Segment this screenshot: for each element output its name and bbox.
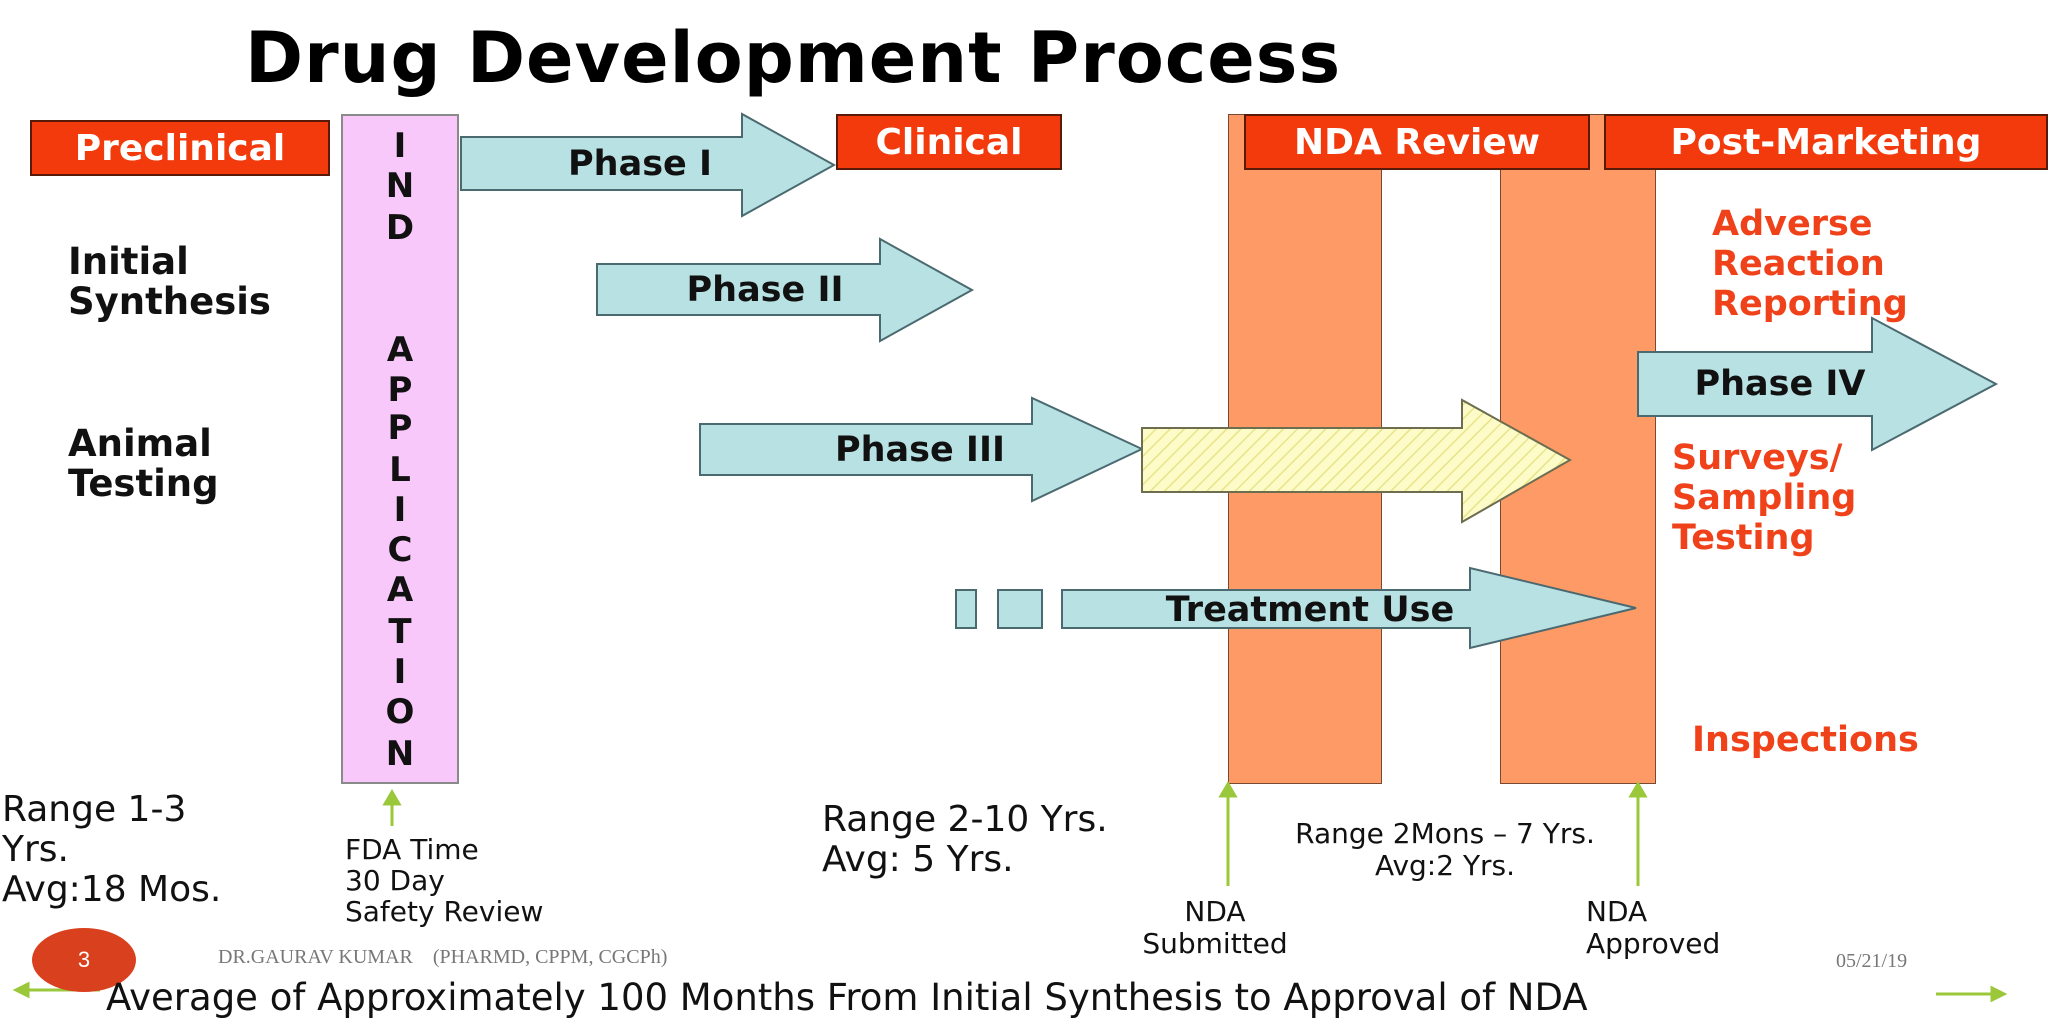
ind-letter: I <box>393 126 407 166</box>
ind-letter: C <box>387 530 413 570</box>
summary-footer: Average of Approximately 100 Months From… <box>106 976 1588 1019</box>
inspections-label: Inspections <box>1692 720 1919 760</box>
nda-submitted-label: NDA Submitted <box>1142 895 1288 960</box>
slide-date: 05/21/19 <box>1836 950 1908 972</box>
fda-time-note: FDA Time 30 Day Safety Review <box>345 833 544 928</box>
nda-range: Range 2Mons – 7 Yrs. Avg:2 Yrs. <box>1295 817 1595 882</box>
ind-letter: N <box>385 734 415 774</box>
ind-letter: N <box>385 166 415 206</box>
page-number: 3 <box>77 947 91 972</box>
ind-letter: D <box>385 208 415 248</box>
preclinical-range: Range 1-3 Yrs. Avg:18 Mos. <box>2 789 222 910</box>
green-up-arrow-icon <box>1628 781 1648 886</box>
animal-testing-label: Animal Testing <box>68 422 219 505</box>
ind-letter: A <box>386 570 414 610</box>
treatment-use-label: Treatment Use <box>1165 590 1455 630</box>
circle-badge-icon: 3 <box>32 928 136 992</box>
surveys-sampling-label: Surveys/ Sampling Testing <box>1672 438 1857 558</box>
ind-letter: P <box>387 408 413 448</box>
phase-2-arrow <box>596 237 975 343</box>
ind-letter: I <box>393 490 407 530</box>
header-nda-review: NDA Review <box>1244 114 1590 170</box>
ind-letter: P <box>387 370 413 410</box>
phase-1-arrow <box>460 112 837 218</box>
phase-3-extension-arrow <box>1141 398 1573 524</box>
ind-letter: T <box>388 612 412 652</box>
ind-letter: A <box>386 330 414 370</box>
phase-3-arrow <box>699 396 1145 503</box>
phase-4-arrow <box>1637 316 1999 452</box>
initial-synthesis-label: Initial Synthesis <box>68 240 271 323</box>
phase-2-label: Phase II <box>686 270 844 310</box>
footer-right-arrow-icon <box>1936 985 2008 1003</box>
treatment-dash-2 <box>997 589 1043 629</box>
phase-3-label: Phase III <box>834 430 1005 470</box>
ind-letter: O <box>385 692 415 732</box>
page-title: Drug Development Process <box>245 17 1342 99</box>
header-post-marketing: Post-Marketing <box>1604 114 2048 170</box>
green-up-arrow-icon <box>382 789 402 826</box>
treatment-use-arrow <box>1061 566 1637 650</box>
header-clinical: Clinical <box>836 114 1062 170</box>
ind-letter: I <box>393 652 407 692</box>
treatment-dash-1 <box>955 589 977 629</box>
phase-4-label: Phase IV <box>1694 364 1866 404</box>
green-up-arrow-icon <box>1218 781 1238 886</box>
ind-application-bar <box>341 114 459 784</box>
author-credit: DR.GAURAV KUMAR (PHARMD, CPPM, CGCPh) <box>218 946 668 968</box>
clinical-range: Range 2-10 Yrs. Avg: 5 Yrs. <box>822 799 1108 880</box>
nda-approved-label: NDA Approved <box>1586 895 1721 960</box>
ind-letter: L <box>389 450 411 490</box>
phase-1-label: Phase I <box>568 144 712 184</box>
header-preclinical: Preclinical <box>30 120 330 176</box>
adverse-reaction-label: Adverse Reaction Reporting <box>1712 204 1908 324</box>
